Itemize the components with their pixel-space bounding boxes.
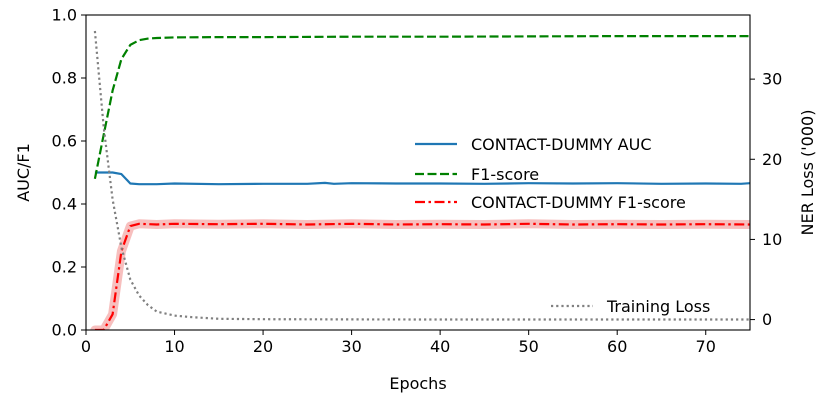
x-tick-label-4: 40	[430, 337, 450, 356]
plot-frame	[85, 14, 751, 331]
legend-label-2: CONTACT-DUMMY F1-score	[471, 193, 686, 212]
y2-tick-label-1: 10	[762, 230, 782, 249]
y-tick-label-2: 0.4	[52, 195, 77, 214]
axes: 0 10 20 30 40 50 60 70 0.0 0.2 0.4 0.6 0.8 1.0 0 10 20 30…	[14, 6, 817, 394]
x-axis-title: Epochs	[389, 374, 446, 393]
y-tick-label-4: 0.8	[52, 69, 77, 88]
x-tick-label-2: 20	[253, 337, 273, 356]
y-tick-label-1: 0.2	[52, 258, 77, 277]
series-group	[90, 30, 750, 330]
y-axis-title: AUC/F1	[14, 143, 33, 202]
legend: CONTACT-DUMMY AUC F1-score CONTACT-DUMMY F…	[415, 135, 710, 316]
x-tick-label-3: 30	[341, 337, 361, 356]
legend-label-3: Training Loss	[606, 297, 710, 316]
legend-label-0: CONTACT-DUMMY AUC	[471, 135, 652, 154]
x-tick-label-1: 10	[164, 337, 184, 356]
series-line-0	[94, 171, 750, 186]
y2-tick-label-2: 20	[762, 150, 782, 169]
y-tick-label-5: 1.0	[52, 6, 77, 25]
x-tick-label-5: 50	[518, 337, 538, 356]
series-line-2	[94, 222, 750, 330]
x-tick-label-7: 70	[696, 337, 716, 356]
plot-area	[90, 30, 750, 330]
y2-tick-label-3: 30	[762, 70, 782, 89]
x-tick-label-6: 60	[607, 337, 627, 356]
y2-tick-label-0: 0	[762, 310, 772, 329]
series-line-3	[93, 30, 750, 321]
y2-axis-title: NER Loss ('000)	[798, 110, 817, 236]
x-tick-label-0: 0	[81, 337, 91, 356]
y-tick-label-0: 0.0	[52, 321, 77, 340]
y-tick-label-3: 0.6	[52, 132, 77, 151]
legend-label-1: F1-score	[471, 165, 539, 184]
series-line-1	[93, 34, 750, 180]
